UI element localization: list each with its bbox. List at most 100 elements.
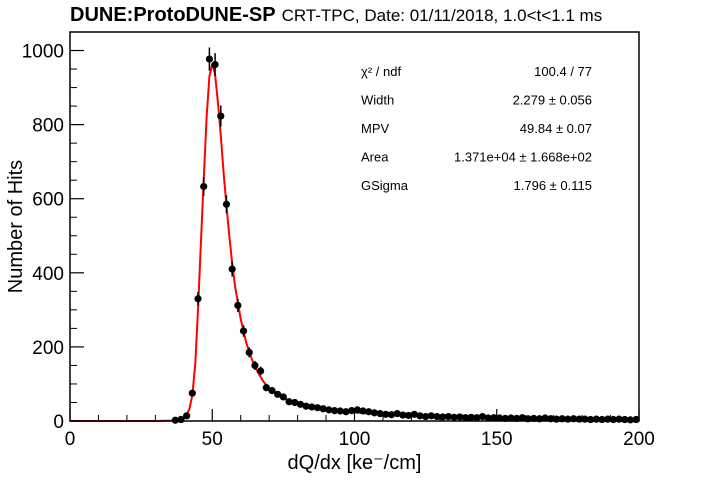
data-point	[507, 414, 515, 422]
data-point	[257, 366, 265, 376]
data-point	[194, 292, 202, 306]
point-marker	[308, 403, 316, 411]
point-marker	[387, 411, 396, 419]
point-marker	[274, 390, 282, 398]
data-point	[404, 411, 413, 420]
data-point	[308, 403, 316, 411]
point-marker	[222, 200, 231, 208]
point-marker	[382, 410, 390, 418]
data-point	[541, 414, 549, 422]
data-point	[217, 105, 225, 127]
point-marker	[211, 61, 219, 69]
data-point	[518, 414, 526, 422]
plot-frame	[69, 31, 640, 422]
data-point	[461, 414, 470, 422]
point-marker	[353, 406, 361, 414]
x-tick-label: 200	[623, 429, 655, 450]
y-tick-label: 1000	[22, 42, 64, 63]
data-point	[484, 414, 492, 422]
point-marker	[257, 367, 265, 375]
data-point	[302, 402, 310, 410]
data-point	[467, 413, 475, 421]
stats-label: Width	[361, 93, 394, 108]
y-tick-label: 0	[53, 412, 64, 433]
y-tick-label: 200	[32, 338, 64, 359]
x-tick-label: 0	[65, 429, 76, 450]
stats-value: 49.84 ± 0.07	[520, 121, 592, 136]
point-marker	[194, 295, 202, 303]
data-point	[211, 53, 219, 77]
data-point	[234, 298, 242, 312]
data-point	[387, 411, 396, 419]
point-marker	[348, 407, 356, 415]
data-point	[348, 407, 356, 415]
fit-layer	[70, 63, 639, 422]
point-marker	[404, 411, 413, 420]
point-marker	[325, 406, 333, 414]
data-point	[456, 413, 464, 421]
stats-label: GSigma	[361, 178, 409, 193]
data-point	[291, 398, 299, 407]
point-marker	[439, 413, 447, 421]
point-marker	[518, 414, 526, 422]
point-marker	[268, 387, 276, 395]
data-point	[330, 407, 339, 415]
data-point	[205, 47, 214, 71]
point-marker	[285, 398, 293, 406]
point-marker	[251, 361, 259, 370]
point-marker	[495, 414, 504, 422]
data-point	[439, 413, 447, 421]
data-point	[228, 261, 236, 277]
data-point	[490, 414, 498, 422]
y-tick-label: 600	[32, 190, 64, 211]
data-point	[188, 389, 196, 397]
point-marker	[313, 404, 322, 412]
point-marker	[456, 413, 464, 421]
stats-label: Area	[361, 150, 389, 165]
data-point	[530, 414, 538, 423]
point-marker	[330, 407, 339, 415]
data-point	[342, 408, 350, 416]
point-marker	[410, 410, 418, 418]
point-marker	[319, 405, 327, 413]
data-point	[427, 412, 435, 420]
point-marker	[234, 301, 242, 310]
fit-curve	[70, 63, 639, 422]
data-point	[319, 405, 327, 413]
data-point	[370, 409, 379, 417]
point-marker	[507, 414, 515, 422]
point-marker	[393, 409, 401, 418]
data-point	[382, 410, 390, 418]
data-point	[200, 177, 208, 196]
y-tick-label: 800	[32, 116, 64, 137]
data-point	[495, 414, 504, 422]
stats-value: 100.4 / 77	[534, 64, 592, 79]
point-marker	[416, 412, 424, 420]
data-point	[399, 411, 407, 419]
data-point	[450, 413, 458, 421]
point-marker	[422, 412, 430, 421]
data-point	[410, 410, 418, 418]
y-axis-label: Number of Hits	[5, 160, 27, 293]
point-marker	[433, 412, 441, 421]
point-marker	[183, 412, 191, 420]
data-point	[433, 412, 441, 421]
data-point	[359, 407, 367, 415]
point-marker	[501, 414, 509, 423]
chart-subtitle: CRT-TPC, Date: 01/11/2018, 1.0<t<1.1 ms	[281, 6, 603, 25]
point-marker	[478, 412, 487, 421]
point-marker	[245, 348, 253, 357]
point-marker	[490, 414, 498, 422]
point-marker	[279, 393, 287, 401]
point-marker	[541, 414, 549, 422]
x-tick-label: 100	[339, 429, 371, 450]
stats-value: 1.371e+04 ± 1.668e+02	[454, 150, 592, 165]
point-marker	[450, 413, 458, 421]
data-point	[285, 398, 293, 406]
data-point	[513, 414, 521, 423]
point-marker	[444, 412, 452, 421]
data-point	[365, 408, 373, 416]
data-point	[268, 387, 276, 395]
stats-value: 2.279 ± 0.056	[513, 93, 592, 108]
data-point	[262, 384, 270, 392]
